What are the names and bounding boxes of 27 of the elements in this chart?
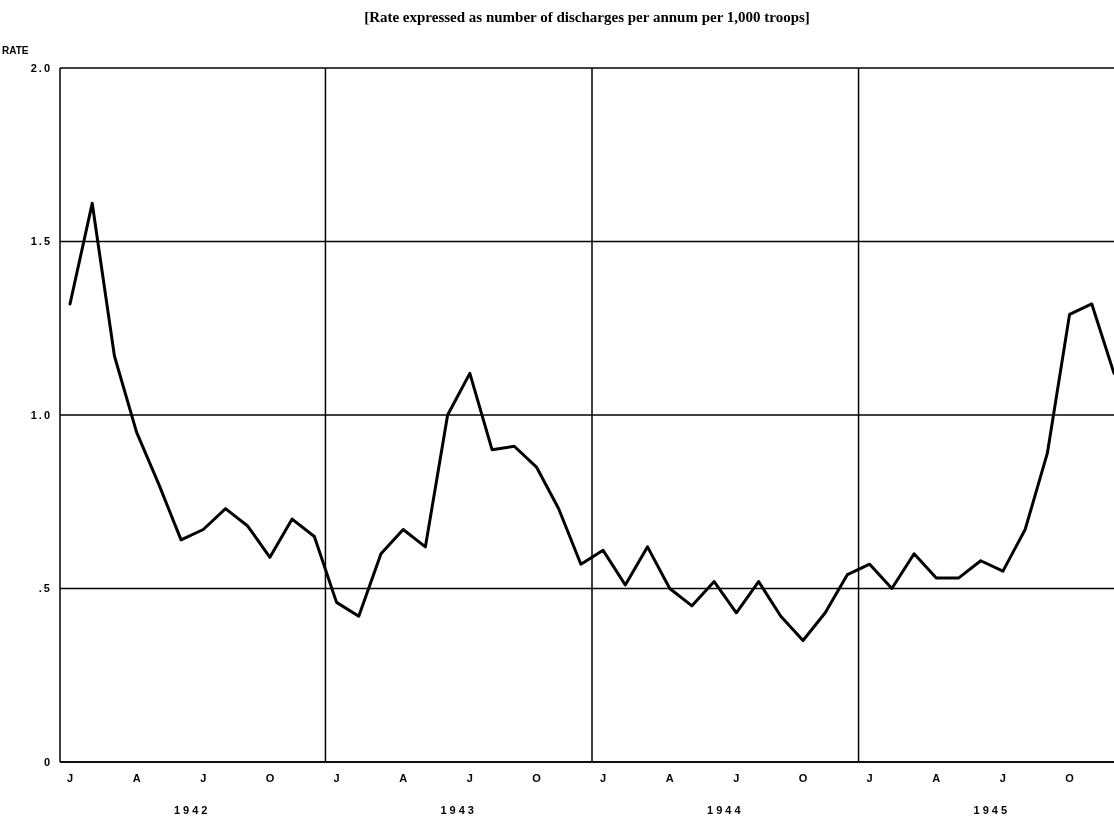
x-tick-label: O (532, 772, 542, 784)
x-tick-label: J (66, 772, 74, 784)
y-tick-label: 1.5 (30, 235, 52, 248)
x-tick-label: O (265, 772, 275, 784)
x-tick-label: A (399, 772, 408, 784)
text: 1943 (440, 804, 477, 816)
x-tick-label: J (733, 772, 740, 784)
x-tick-label: J (333, 772, 340, 784)
y-tick-label: 2.0 (30, 61, 52, 74)
y-tick-label: 1.0 (30, 408, 52, 421)
text: 1942 (173, 804, 211, 816)
y-axis-title: RATE (2, 45, 29, 56)
text: 1944 (707, 804, 744, 816)
x-tick-label: A (665, 772, 674, 784)
chart-title: [Rate expressed as number of discharges per annum per 1,000 troops] (364, 9, 810, 25)
y-tick-label: .5 (38, 582, 52, 595)
x-tick-label: J (466, 772, 473, 784)
x-tick-label: J (999, 772, 1006, 784)
x-tick-label: J (866, 772, 873, 784)
text: 1945 (973, 804, 1011, 816)
x-tick-label: O (1065, 772, 1075, 784)
x-tick-label: A (932, 772, 941, 784)
x-tick-label: J (600, 772, 607, 784)
x-tick-label: A (132, 772, 141, 784)
x-tick-label: J (200, 772, 207, 784)
y-tick-label: 0 (43, 755, 52, 768)
x-tick-label: O (798, 772, 808, 784)
